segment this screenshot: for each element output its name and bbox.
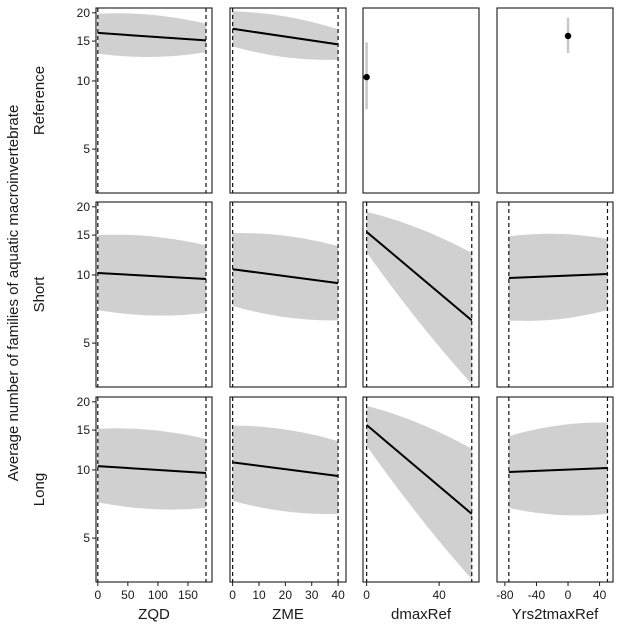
- x-tick-label: 50: [121, 588, 135, 602]
- x-tick-label: 0: [229, 588, 236, 602]
- panel-frame: [229, 396, 347, 583]
- x-tick-label: 40: [432, 588, 446, 602]
- panels: 5 10 15 20 Reference 5 10 15 20 Short 5 10 15 20 Long 0…: [31, 6, 614, 623]
- x-tick-label: 40: [593, 588, 607, 602]
- panel-reference-zqd: [97, 8, 207, 193]
- y-axis-title: Average number of families of aquatic ma…: [5, 105, 22, 482]
- y-tick-label: 10: [77, 268, 91, 282]
- fit-line: [365, 424, 473, 515]
- panel-long-yrs2tmaxref: [508, 397, 609, 582]
- panel-frame: [496, 201, 614, 388]
- x-tick-label: 150: [178, 588, 198, 602]
- row-label-reference: Reference: [31, 66, 48, 135]
- panel-short-zme: [232, 202, 339, 387]
- panel-frame: [496, 396, 614, 583]
- x-tick-label: 100: [148, 588, 168, 602]
- panel-frame: [496, 7, 614, 194]
- x-tick-label: -80: [496, 588, 514, 602]
- panel-frame: [362, 7, 480, 194]
- fit-line: [232, 461, 339, 478]
- x-tick-label: 20: [279, 588, 293, 602]
- y-tick-label: 20: [77, 200, 91, 214]
- fit-line: [365, 231, 473, 322]
- point-estimate: [564, 32, 572, 40]
- panel-frame: [95, 7, 213, 194]
- fit-line: [508, 467, 608, 473]
- fit-line: [232, 268, 339, 285]
- y-tick-label: 20: [77, 395, 91, 409]
- fit-line: [97, 272, 207, 280]
- panel-frame: [229, 201, 347, 388]
- x-tick-label: -40: [528, 588, 546, 602]
- x-tick-label: 0: [565, 588, 572, 602]
- y-tick-label: 10: [77, 74, 91, 88]
- confidence-band: [97, 13, 206, 58]
- x-axis-title-zqd: ZQD: [138, 606, 170, 623]
- y-tick-label: 5: [83, 531, 90, 545]
- x-axis-title-yrs2tmaxref: Yrs2tmaxRef: [512, 606, 600, 623]
- panel-long-zme: [232, 397, 339, 582]
- panel-short-dmaxref: [365, 202, 473, 387]
- panel-short-yrs2tmaxref: [508, 202, 609, 387]
- y-tick-label: 15: [77, 423, 91, 437]
- panel-frame: [95, 201, 213, 388]
- confidence-band: [366, 405, 472, 579]
- panel-long-zqd: [97, 397, 207, 582]
- row-label-long: Long: [31, 473, 48, 506]
- panel-long-dmaxref: [365, 397, 473, 582]
- point-estimate: [363, 73, 370, 81]
- y-tick-label: 15: [77, 34, 91, 48]
- x-tick-label: 0: [363, 588, 370, 602]
- confidence-band: [508, 422, 608, 516]
- x-tick-label: 40: [331, 588, 345, 602]
- x-axis-title-dmaxref: dmaxRef: [391, 606, 452, 623]
- x-axis-title-zme: ZME: [272, 606, 304, 623]
- panel-reference-yrs2tmaxref: [564, 17, 572, 53]
- panel-reference-zme: [232, 8, 339, 193]
- x-tick-label: 0: [94, 588, 101, 602]
- x-tick-label: 30: [305, 588, 319, 602]
- y-tick-label: 5: [83, 142, 90, 156]
- fit-line: [97, 31, 207, 42]
- panel-frame: [362, 396, 480, 583]
- y-tick-label: 5: [83, 336, 90, 350]
- confidence-band: [366, 211, 472, 384]
- x-tick-label: 10: [252, 588, 266, 602]
- panel-frame: [362, 201, 480, 388]
- confidence-band: [508, 233, 608, 321]
- fit-line: [97, 465, 207, 474]
- row-label-short: Short: [31, 276, 48, 313]
- y-tick-label: 15: [77, 228, 91, 242]
- panel-frame: [95, 396, 213, 583]
- panel-short-zqd: [97, 202, 207, 387]
- fit-line: [508, 272, 608, 279]
- panel-frame: [229, 7, 347, 194]
- fit-line: [232, 27, 339, 46]
- y-tick-label: 20: [77, 6, 91, 20]
- y-tick-label: 10: [77, 463, 91, 477]
- panel-reference-dmaxref: [363, 42, 370, 110]
